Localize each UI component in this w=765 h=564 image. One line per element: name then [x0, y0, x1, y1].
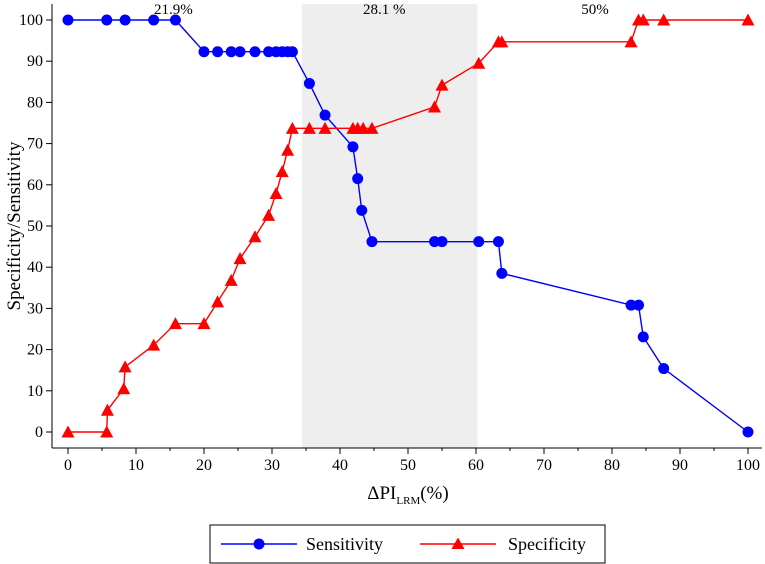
- data-point-specificity: [224, 273, 238, 286]
- x-axis-title-subscript: LRM: [396, 495, 420, 507]
- y-axis-title: Specificity/Sensitivity: [4, 141, 25, 310]
- legend-label-specificity: Specificity: [508, 534, 586, 554]
- x-axis-title-main: ΔPI: [367, 483, 396, 504]
- data-point-specificity: [118, 360, 132, 373]
- data-point-sensitivity: [303, 77, 315, 89]
- data-point-sensitivity: [496, 267, 508, 279]
- x-axis-title-suffix: (%): [420, 483, 448, 504]
- y-tick-label: 70: [27, 136, 43, 153]
- x-tick-label: 60: [468, 457, 484, 474]
- y-tick-label: 80: [27, 94, 43, 111]
- data-point-specificity: [197, 317, 211, 330]
- data-point-sensitivity: [319, 109, 331, 121]
- data-point-sensitivity: [225, 46, 237, 58]
- data-point-sensitivity: [658, 363, 670, 375]
- shaded-region: [301, 4, 478, 448]
- data-point-specificity: [318, 121, 332, 134]
- data-point-sensitivity: [234, 46, 246, 58]
- y-tick-label: 0: [35, 424, 43, 441]
- region-label: 21.9%: [154, 2, 193, 18]
- data-point-sensitivity: [101, 14, 113, 26]
- region-label: 50%: [581, 2, 609, 18]
- y-tick-label: 30: [27, 300, 43, 317]
- x-tick-label: 70: [536, 457, 552, 474]
- x-tick-label: 100: [736, 457, 760, 474]
- data-point-specificity: [262, 208, 276, 221]
- x-tick-label: 50: [400, 457, 416, 474]
- data-point-sensitivity: [347, 141, 359, 153]
- data-point-sensitivity: [436, 236, 448, 248]
- data-point-specificity: [624, 35, 638, 48]
- data-point-specificity: [100, 425, 114, 438]
- data-point-sensitivity: [366, 236, 378, 248]
- data-point-sensitivity: [473, 236, 485, 248]
- x-axis-title: ΔPILRM(%): [367, 483, 448, 507]
- x-tick-label: 20: [196, 457, 212, 474]
- y-tick-label: 90: [27, 53, 43, 70]
- series-specificity: [61, 13, 755, 438]
- y-tick-label: 100: [19, 12, 43, 29]
- data-point-specificity: [248, 230, 262, 243]
- axes: 0 10 20 30 40 50 60 70 80 90 100 0 10 20 30 40 50 60 70 80 9…: [19, 4, 762, 474]
- data-point-specificity: [281, 143, 295, 156]
- data-point-specificity: [356, 121, 370, 134]
- data-point-specificity: [233, 252, 247, 265]
- data-point-sensitivity: [198, 46, 210, 58]
- legend-marker-specificity: [451, 537, 465, 549]
- data-point-specificity: [285, 121, 299, 134]
- legend-marker-sensitivity: [253, 538, 265, 550]
- data-point-specificity: [741, 13, 755, 26]
- y-tick-label: 40: [27, 259, 43, 276]
- data-point-sensitivity: [119, 14, 131, 26]
- region-labels: 21.9% 28.1 % 50%: [154, 2, 609, 18]
- data-point-specificity: [435, 78, 449, 91]
- data-point-sensitivity: [633, 299, 645, 311]
- x-tick-label: 90: [672, 457, 688, 474]
- x-tick-label: 40: [332, 457, 348, 474]
- y-tick-label: 20: [27, 342, 43, 359]
- data-point-sensitivity: [352, 173, 364, 185]
- x-tick-label: 10: [128, 457, 144, 474]
- data-point-sensitivity: [356, 204, 368, 216]
- data-point-sensitivity: [148, 14, 160, 26]
- shaded-region-layer: [301, 4, 478, 448]
- data-point-specificity: [117, 382, 131, 395]
- data-point-specificity: [100, 403, 114, 416]
- data-point-specificity: [657, 13, 671, 26]
- series-sensitivity: [62, 14, 754, 438]
- data-point-sensitivity: [169, 14, 181, 26]
- y-tick-label: 60: [27, 177, 43, 194]
- x-tick-label: 0: [64, 457, 72, 474]
- data-point-specificity: [61, 425, 75, 438]
- y-tick-label: 50: [27, 218, 43, 235]
- data-point-specificity: [168, 317, 182, 330]
- data-point-specificity: [495, 35, 509, 48]
- x-tick-label: 30: [264, 457, 280, 474]
- data-point-sensitivity: [637, 331, 649, 343]
- data-point-sensitivity: [212, 46, 224, 58]
- data-point-specificity: [472, 56, 486, 69]
- data-point-specificity: [302, 121, 316, 134]
- region-label: 28.1 %: [363, 2, 406, 18]
- legend-label-sensitivity: Sensitivity: [306, 534, 383, 554]
- data-point-specificity: [147, 338, 161, 351]
- data-point-sensitivity: [492, 236, 504, 248]
- data-point-specificity: [365, 121, 379, 134]
- legend: Sensitivity Specificity: [209, 524, 606, 564]
- data-point-sensitivity: [742, 426, 754, 438]
- legend-item-sensitivity: Sensitivity: [221, 534, 383, 554]
- data-point-specificity: [636, 13, 650, 26]
- data-point-sensitivity: [62, 14, 74, 26]
- series-layer: [61, 13, 755, 438]
- data-point-specificity: [275, 165, 289, 178]
- data-point-sensitivity: [286, 46, 298, 58]
- data-point-specificity: [269, 186, 283, 199]
- y-tick-label: 10: [27, 383, 43, 400]
- data-point-specificity: [428, 100, 442, 113]
- data-point-sensitivity: [249, 46, 261, 58]
- data-point-specificity: [211, 295, 225, 308]
- x-tick-label: 80: [604, 457, 620, 474]
- legend-item-specificity: Specificity: [420, 534, 586, 554]
